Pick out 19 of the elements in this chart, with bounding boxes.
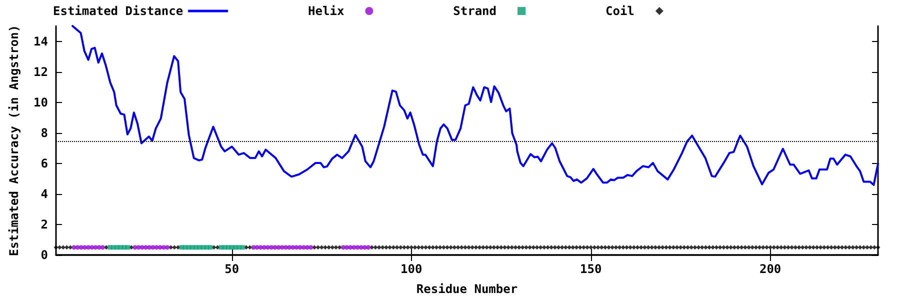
legend-label: Coil — [606, 4, 634, 18]
y-tick-label: 0 — [40, 248, 48, 262]
y-tick-label: 12 — [34, 64, 48, 79]
x-tick-label: 100 — [400, 262, 422, 276]
y-axis-title: Estimated Accuracy (in Angstron) — [7, 24, 21, 256]
x-tick-label: 150 — [580, 262, 602, 276]
y-tick-label: 8 — [40, 126, 48, 140]
x-tick-label: 50 — [224, 262, 240, 276]
y-tick-label: 10 — [34, 95, 48, 110]
line-series — [72, 25, 879, 186]
y-tick-label: 2 — [40, 217, 48, 232]
x-axis-title: Residue Number — [416, 282, 518, 296]
legend-label: Strand — [453, 4, 497, 18]
legend-label: Helix — [308, 4, 344, 18]
y-tick-label: 6 — [40, 156, 48, 170]
legend-label: Estimated Distance — [52, 4, 184, 18]
x-tick-label: 200 — [759, 262, 782, 276]
y-tick-label: 4 — [40, 186, 48, 201]
y-tick-label: 14 — [34, 34, 48, 48]
